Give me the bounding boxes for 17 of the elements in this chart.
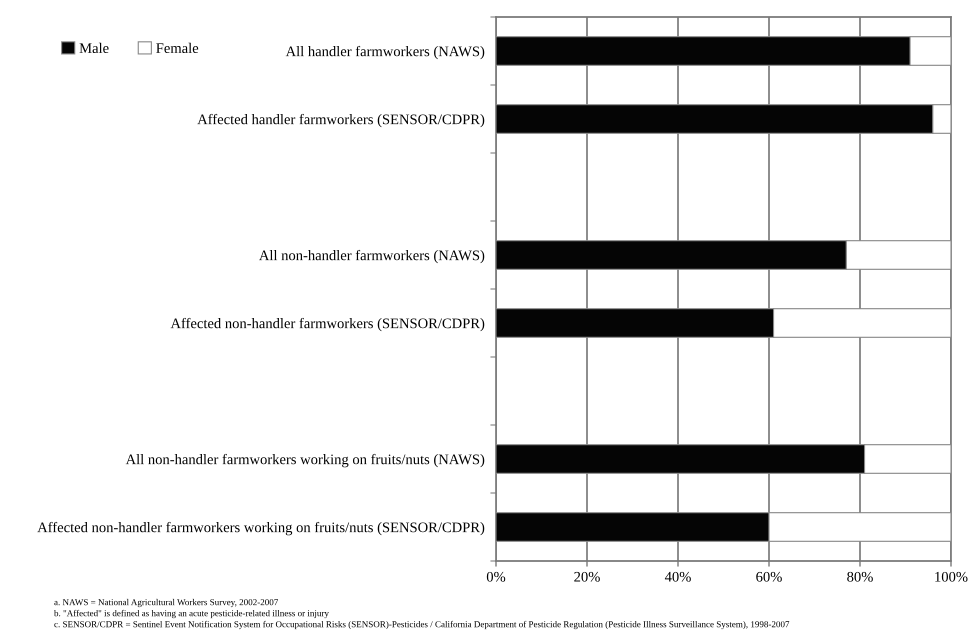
legend-label: Male — [80, 42, 109, 54]
text: a. NAWS = National Agricultural Workers Survey, 2002-2007 — [54, 598, 278, 608]
y-tick-label: All non-handler farmworkers working on fruits/nuts (NAWS) — [126, 454, 484, 468]
x-tick-label: 20% — [574, 572, 600, 582]
y-tick-label: Affected non-handler farmworkers working on fruits/nuts (SENSOR/CDPR) — [37, 522, 484, 536]
text: b. "Affected" is defined as having an acute pesticide-related illness or injury — [54, 610, 329, 618]
y-tick-label: All handler farmworkers (NAWS) — [286, 46, 484, 60]
x-tick-label: 100% — [935, 572, 968, 582]
x-tick-label: 60% — [756, 572, 782, 582]
y-tick-label: All non-handler farmworkers (NAWS) — [259, 250, 484, 264]
text: c. SENSOR/CDPR = Sentinel Event Notification System for Occupational Risks (SENSOR)-Pesticides / California Department of Pesticide Regulation (Pesticide Illness Surveillance System), 1998-2007 — [54, 620, 790, 630]
y-tick-label: Affected handler farmworkers (SENSOR/CDPR) — [197, 114, 484, 128]
x-tick-label: 40% — [664, 572, 691, 582]
y-tick-label: Affected non-handler farmworkers (SENSOR/CDPR) — [170, 318, 484, 332]
x-tick-label: 0% — [486, 572, 506, 582]
legend-label: Female — [156, 42, 198, 54]
x-tick-label: 80% — [847, 572, 873, 582]
